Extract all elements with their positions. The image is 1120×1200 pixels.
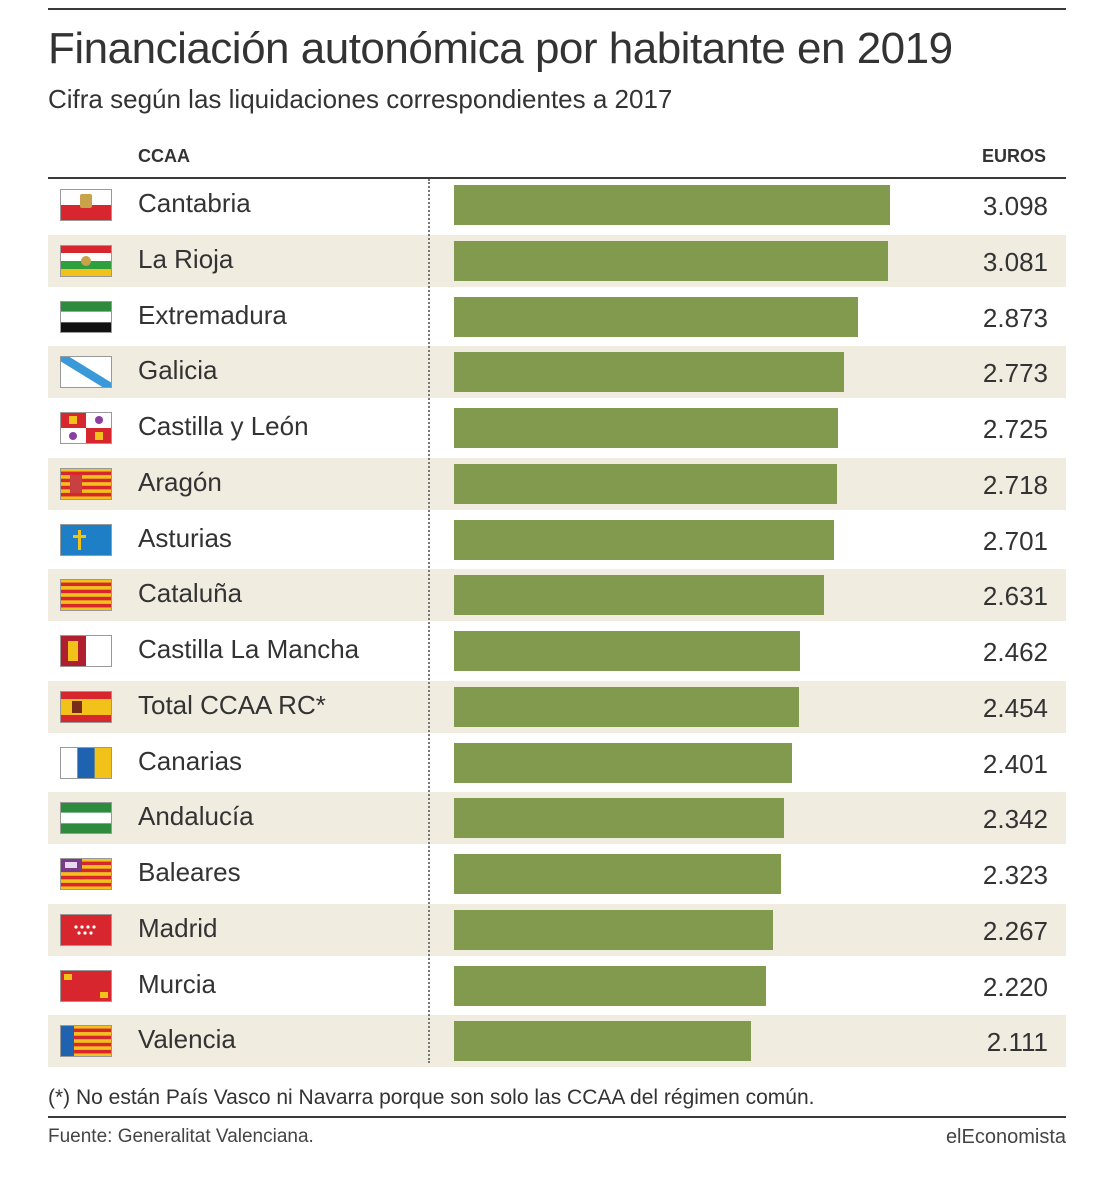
bottom-rule xyxy=(48,1116,1066,1118)
table-row: Castilla La Mancha 2.462 xyxy=(48,625,1066,677)
madrid-flag-icon xyxy=(60,913,112,946)
table-row: Total CCAA RC* 2.454 xyxy=(48,680,1066,733)
value-label: 2.701 xyxy=(982,525,1048,556)
column-header-ccaa: CCAA xyxy=(138,146,190,166)
category-label: Canarias xyxy=(138,745,243,776)
bar xyxy=(454,798,784,839)
category-label: Murcia xyxy=(138,968,217,999)
aragon-flag-icon xyxy=(60,467,112,500)
bar xyxy=(454,854,781,894)
table-row: Andalucía 2.342 xyxy=(48,792,1066,845)
bar xyxy=(454,185,890,225)
table-row: Castilla y León 2.725 xyxy=(48,402,1066,454)
category-label: Total CCAA RC* xyxy=(138,689,326,720)
category-label: Cataluña xyxy=(138,578,243,609)
brand-logo: elEconomista xyxy=(945,1126,1066,1148)
galicia-flag-icon xyxy=(60,356,112,389)
bar xyxy=(454,1021,752,1062)
extremadura-flag-icon xyxy=(60,300,112,333)
value-label: 2.111 xyxy=(986,1027,1048,1058)
asturias-flag-icon xyxy=(60,523,112,556)
value-label: 2.342 xyxy=(982,804,1048,835)
value-label: 2.323 xyxy=(982,860,1048,890)
category-label: Valencia xyxy=(138,1024,236,1055)
castilla-la-mancha-flag-icon xyxy=(60,635,112,667)
value-label: 3.081 xyxy=(982,246,1048,277)
category-label: Baleares xyxy=(138,857,241,887)
bar xyxy=(454,296,859,337)
footnote: (*) No están País Vasco ni Navarra porqu… xyxy=(48,1086,815,1109)
category-label: Aragón xyxy=(138,466,222,497)
chart-subtitle: Cifra según las liquidaciones correspond… xyxy=(48,84,673,114)
bar xyxy=(454,519,835,560)
table-row: Cantabria 3.098 xyxy=(48,179,1066,231)
value-label: 2.267 xyxy=(982,915,1048,946)
bar xyxy=(454,686,800,727)
category-label: Asturias xyxy=(138,522,232,553)
bar xyxy=(454,909,774,950)
table-row: Madrid 2.267 xyxy=(48,903,1066,956)
castilla-y-leon-flag-icon xyxy=(60,412,112,444)
source-note: Fuente: Generalitat Valenciana. xyxy=(48,1126,314,1147)
bar xyxy=(454,408,838,448)
column-header-euros: EUROS xyxy=(981,146,1046,166)
category-label: Andalucía xyxy=(138,801,254,832)
value-label: 2.718 xyxy=(982,469,1048,500)
category-label: Galicia xyxy=(138,355,218,386)
table-row: Extremadura 2.873 xyxy=(48,291,1066,343)
bar xyxy=(454,575,825,616)
bar xyxy=(454,965,767,1006)
value-label: 2.401 xyxy=(982,748,1048,779)
value-label: 2.462 xyxy=(982,637,1048,667)
category-label: Extremadura xyxy=(138,299,287,330)
table-row: Cataluña 2.631 xyxy=(48,569,1066,622)
table-row: Galicia 2.773 xyxy=(48,346,1066,399)
dotted-separator xyxy=(428,179,430,1063)
category-label: Castilla La Mancha xyxy=(138,634,360,664)
table-row: Asturias 2.701 xyxy=(48,514,1066,566)
category-label: Castilla y León xyxy=(138,411,309,441)
value-label: 2.631 xyxy=(982,581,1048,612)
category-label: La Rioja xyxy=(138,243,234,274)
table-row: La Rioja 3.081 xyxy=(48,234,1066,287)
value-label: 2.454 xyxy=(982,692,1048,723)
table-row: Canarias 2.401 xyxy=(48,737,1066,789)
top-rule xyxy=(48,8,1066,10)
baleares-flag-icon xyxy=(60,858,112,891)
la-rioja-flag-icon xyxy=(60,244,112,277)
category-label: Madrid xyxy=(138,912,218,943)
value-label: 2.220 xyxy=(982,971,1048,1002)
spain-flag-icon xyxy=(60,690,112,723)
canarias-flag-icon xyxy=(60,746,113,779)
header-rule xyxy=(48,177,1066,179)
bar xyxy=(454,240,888,281)
table-row: Aragón 2.718 xyxy=(48,457,1066,510)
valencia-flag-icon xyxy=(60,1025,112,1058)
value-label: 2.725 xyxy=(982,414,1048,444)
cataluna-flag-icon xyxy=(60,579,112,612)
bar xyxy=(454,631,801,671)
table-row: Valencia 2.111 xyxy=(48,1015,1066,1068)
value-label: 2.773 xyxy=(982,358,1048,389)
bar xyxy=(454,742,792,783)
cantabria-flag-icon xyxy=(60,189,112,222)
value-label: 2.873 xyxy=(982,302,1048,333)
table-row: Murcia 2.220 xyxy=(48,960,1066,1012)
table-row: Baleares 2.323 xyxy=(48,848,1066,900)
chart-title: Financiación autonómica por habitante en… xyxy=(48,24,953,73)
bar xyxy=(454,352,845,393)
bar xyxy=(454,463,837,504)
murcia-flag-icon xyxy=(60,969,112,1002)
bar-chart-rows: Cantabria 3.098 La Rioja 3.081 Extremadura 2.… xyxy=(48,179,1066,1068)
andalucia-flag-icon xyxy=(60,802,112,835)
category-label: Cantabria xyxy=(138,188,251,218)
value-label: 3.098 xyxy=(982,191,1048,221)
